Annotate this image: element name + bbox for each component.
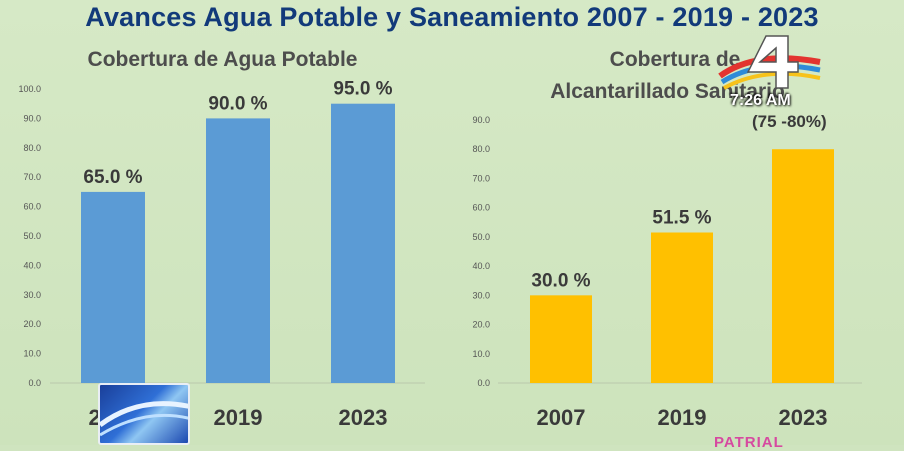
- chart2-data-label: 30.0 %: [531, 270, 590, 291]
- chart2-category-label: 2023: [779, 405, 828, 430]
- chart1-bar: [81, 191, 145, 383]
- chart2-ytick: 0.0: [477, 378, 490, 388]
- chart1-ytick: 70.0: [23, 172, 41, 182]
- clock: 7:26 AM: [730, 92, 791, 109]
- chart1-bar: [331, 103, 395, 383]
- chart2-bar: [651, 232, 713, 383]
- brand-text: PATRIAL: [714, 434, 784, 451]
- chart2-ytick: 30.0: [472, 290, 490, 300]
- chart1-ytick: 20.0: [23, 319, 41, 329]
- main-title: Avances Agua Potable y Saneamiento 2007 …: [85, 2, 819, 32]
- chart1-ytick: 80.0: [23, 143, 41, 153]
- chart1-ytick: 0.0: [28, 378, 41, 388]
- chart2-bar: [530, 295, 592, 383]
- chart1-ytick: 40.0: [23, 260, 41, 270]
- chart1-category-label: 2019: [214, 405, 263, 430]
- chart1-category-label: 2023: [339, 405, 388, 430]
- chart2-ytick: 60.0: [472, 203, 490, 213]
- chart2-ytick: 20.0: [472, 320, 490, 330]
- chart1-data-label: 95.0 %: [333, 79, 392, 100]
- chart2-ytick: 10.0: [472, 349, 490, 359]
- channel-4-logo-icon: [718, 35, 821, 90]
- chart2-data-label: 51.5 %: [652, 208, 711, 229]
- chart2-title-line1: Cobertura de: [609, 48, 741, 71]
- chart1-ytick: 30.0: [23, 290, 41, 300]
- chart2-category-label: 2019: [658, 405, 707, 430]
- chart2-ytick: 40.0: [472, 261, 490, 271]
- chart2-ytick: 70.0: [472, 173, 490, 183]
- chart2-category-label: 2007: [537, 405, 586, 430]
- chart1-title: Cobertura de Agua Potable: [87, 48, 358, 71]
- chart1-bar: [206, 118, 270, 384]
- station-logo-icon: [98, 383, 190, 445]
- chart2-ytick: 50.0: [472, 232, 490, 242]
- chart2-ytick: 90.0: [472, 115, 490, 125]
- chart1-data-label: 90.0 %: [208, 93, 267, 114]
- chart2-ytick: 80.0: [472, 144, 490, 154]
- chart2-bar: [772, 149, 834, 383]
- chart1-ytick: 60.0: [23, 202, 41, 212]
- chart1-ytick: 90.0: [23, 113, 41, 123]
- chart1-data-label: 65.0 %: [83, 167, 142, 188]
- chart1-ytick: 100.0: [18, 84, 41, 94]
- chart2-annotation: (75 -80%): [752, 112, 827, 131]
- water-coverage-chart: 0.0 10.0 20.0 30.0 40.0 50.0 60.0 70.0 80.0 90.0 1…: [18, 79, 425, 430]
- chart1-ytick: 50.0: [23, 231, 41, 241]
- chart1-ytick: 10.0: [23, 349, 41, 359]
